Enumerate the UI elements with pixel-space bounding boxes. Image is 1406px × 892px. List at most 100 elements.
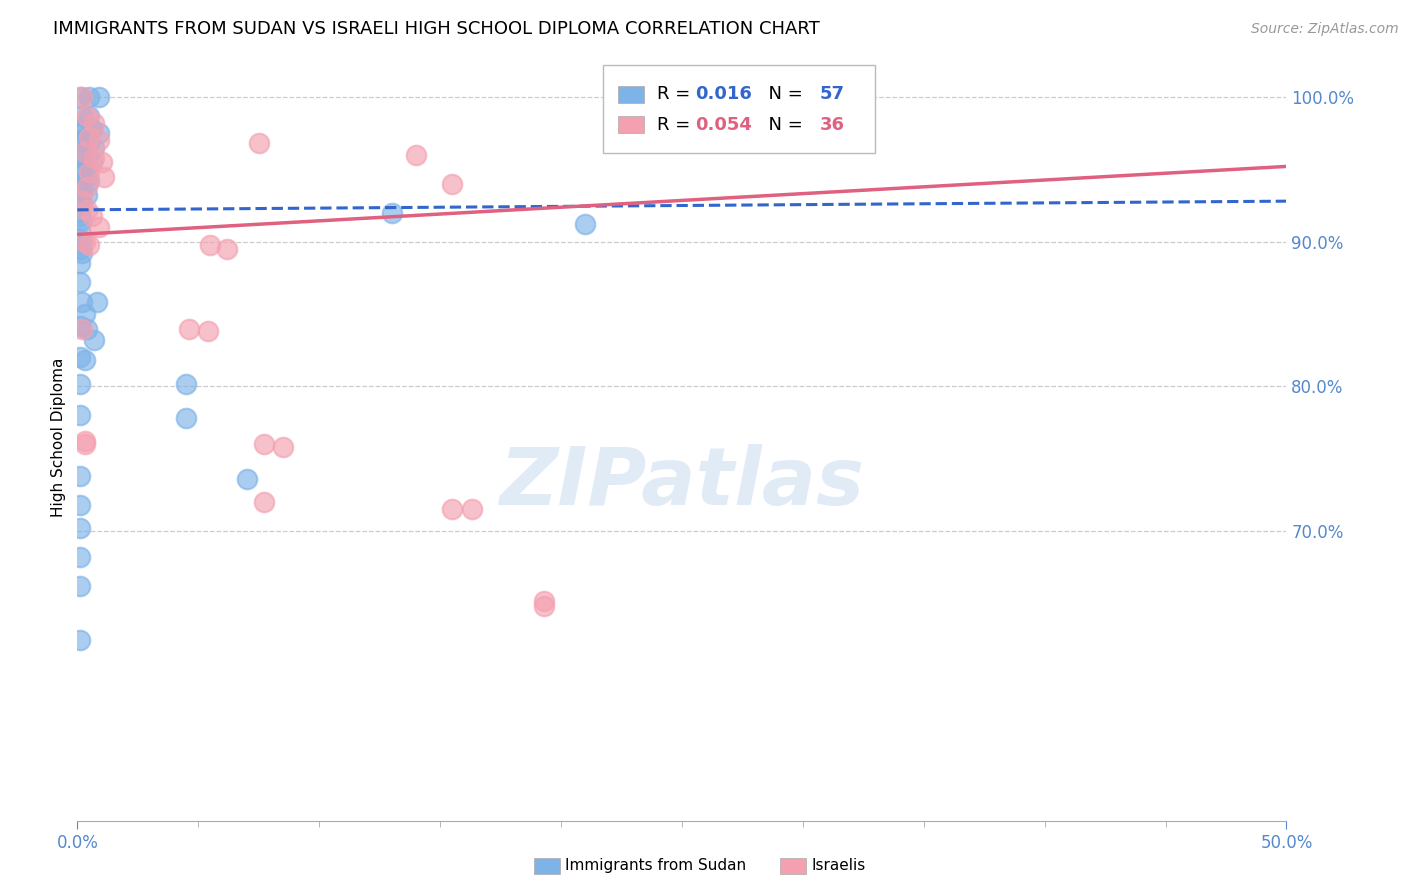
Point <box>83 140 105 154</box>
Point <box>79 165 101 179</box>
Point <box>73 121 96 136</box>
Point <box>70 246 93 260</box>
Point <box>70 235 93 249</box>
Point <box>252 495 274 509</box>
Point <box>87 133 110 147</box>
Point <box>76 169 98 184</box>
Point <box>76 321 98 335</box>
Point <box>174 376 197 391</box>
Point <box>70 109 93 123</box>
Text: N =: N = <box>756 116 808 134</box>
Text: 0.054: 0.054 <box>695 116 752 134</box>
Point <box>200 237 222 252</box>
Text: 36: 36 <box>820 116 845 134</box>
Point <box>80 209 103 223</box>
Point <box>69 632 91 647</box>
Point <box>197 325 219 339</box>
Point <box>93 169 115 184</box>
Point <box>271 440 294 454</box>
Point <box>90 155 112 169</box>
Point <box>73 235 96 249</box>
Point <box>235 472 257 486</box>
Point <box>80 155 103 169</box>
Point <box>69 209 91 223</box>
Point <box>79 174 101 188</box>
Point <box>70 165 93 179</box>
Point <box>574 217 596 231</box>
Point <box>70 321 93 335</box>
Point <box>69 133 91 147</box>
Bar <box>617 86 644 103</box>
Point <box>76 188 98 202</box>
Point <box>87 220 110 235</box>
Point <box>87 90 110 104</box>
Point <box>69 351 91 365</box>
Point <box>69 121 91 136</box>
Point <box>69 148 91 162</box>
Point <box>73 437 96 451</box>
Point <box>69 579 91 593</box>
Point <box>70 198 93 212</box>
Point <box>69 256 91 270</box>
Point <box>79 237 101 252</box>
Bar <box>603 65 876 153</box>
Text: IMMIGRANTS FROM SUDAN VS ISRAELI HIGH SCHOOL DIPLOMA CORRELATION CHART: IMMIGRANTS FROM SUDAN VS ISRAELI HIGH SC… <box>53 21 820 38</box>
Point <box>76 151 98 165</box>
Point <box>69 550 91 565</box>
Text: R =: R = <box>657 85 696 103</box>
Point <box>381 205 404 219</box>
Point <box>217 242 239 256</box>
Point <box>79 130 101 145</box>
Point <box>177 321 200 335</box>
Point <box>69 162 91 177</box>
Bar <box>617 117 644 133</box>
Point <box>79 109 101 123</box>
Point <box>69 275 91 289</box>
Point <box>69 469 91 483</box>
Point <box>69 318 91 333</box>
Point <box>73 133 96 147</box>
Point <box>69 232 91 246</box>
Point <box>70 151 93 165</box>
Point <box>70 213 93 227</box>
Point <box>533 593 555 607</box>
Point <box>441 502 464 516</box>
Point <box>69 376 91 391</box>
Point <box>83 333 105 347</box>
Point <box>73 434 96 449</box>
Point <box>69 242 91 256</box>
Point <box>83 151 105 165</box>
Point <box>744 90 766 104</box>
Point <box>76 202 98 217</box>
Point <box>70 184 93 198</box>
Point <box>174 411 197 425</box>
Point <box>460 502 482 516</box>
Point <box>79 90 101 104</box>
Point <box>70 90 93 104</box>
Text: Immigrants from Sudan: Immigrants from Sudan <box>565 858 747 872</box>
Point <box>73 353 96 368</box>
Point <box>87 126 110 140</box>
Point <box>441 177 464 191</box>
Point <box>533 599 555 614</box>
Text: Israelis: Israelis <box>811 858 866 872</box>
Point <box>247 136 270 151</box>
Point <box>69 223 91 237</box>
Text: Source: ZipAtlas.com: Source: ZipAtlas.com <box>1251 22 1399 37</box>
Point <box>69 179 91 194</box>
Point <box>70 194 93 209</box>
Point <box>70 295 93 310</box>
Text: R =: R = <box>657 116 696 134</box>
Point <box>69 409 91 423</box>
Y-axis label: High School Diploma: High School Diploma <box>51 358 66 516</box>
Point <box>69 194 91 209</box>
Point <box>83 116 105 130</box>
Point <box>69 498 91 512</box>
Point <box>73 145 96 159</box>
Point <box>839 90 862 104</box>
Point <box>80 121 103 136</box>
Point <box>76 179 98 194</box>
Point <box>252 437 274 451</box>
Point <box>86 295 108 310</box>
Text: ZIPatlas: ZIPatlas <box>499 444 865 522</box>
